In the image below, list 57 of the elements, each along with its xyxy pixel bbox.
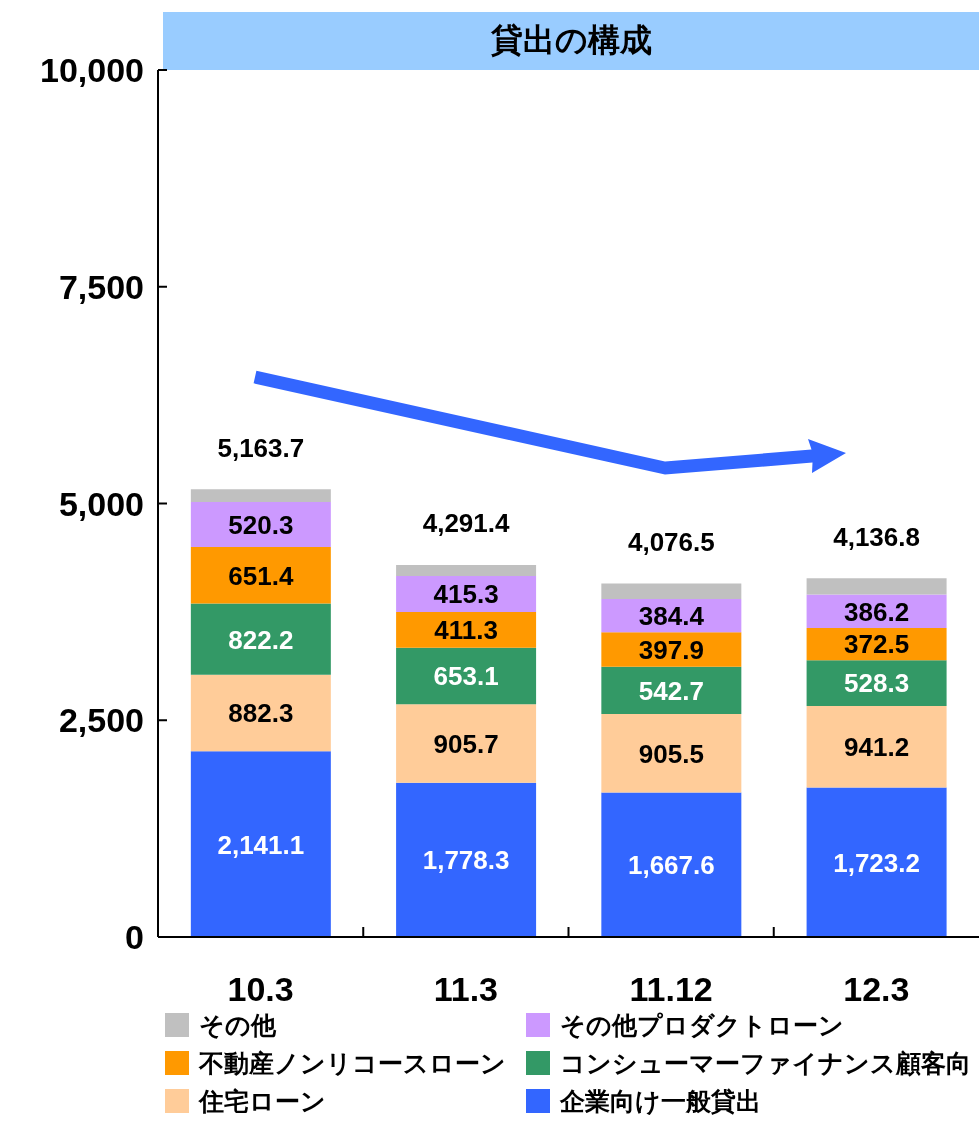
data-label: 822.2 (228, 624, 294, 655)
x-tick-label: 12.3 (843, 970, 910, 1008)
bar (806, 660, 947, 706)
legend-label: その他 (199, 1010, 276, 1040)
data-label: 384.4 (638, 601, 705, 632)
data-label: 528.3 (844, 668, 910, 699)
bar (601, 792, 742, 937)
data-label: 905.7 (433, 728, 499, 759)
data-label: 1,778.3 (422, 845, 510, 876)
data-label: 1,667.6 (627, 850, 715, 881)
legend-label: 不動産ノンリコースローン (199, 1048, 506, 1078)
data-label: 905.5 (638, 738, 704, 769)
data-label: 882.3 (228, 698, 294, 729)
data-label: 411.3 (434, 615, 498, 646)
bar (396, 564, 537, 577)
bar (396, 647, 537, 705)
bar (601, 666, 742, 714)
total-label: 4,291.4 (422, 508, 510, 539)
x-tick-label: 11.3 (433, 970, 499, 1008)
data-label: 386.2 (844, 596, 910, 627)
bar (601, 583, 742, 600)
bar (190, 751, 331, 937)
y-tick-label: 5,000 (58, 484, 144, 523)
data-label: 520.3 (228, 509, 294, 540)
bar (806, 787, 947, 937)
bar (601, 713, 742, 793)
y-tick-label: 0 (125, 918, 144, 957)
x-tick-label: 10.3 (227, 970, 294, 1008)
bar (190, 603, 331, 675)
legend-label: 企業向け一般貸出 (560, 1086, 761, 1116)
bar (806, 578, 947, 595)
chart-title: 貸出の構成 (163, 12, 979, 70)
legend-label: その他プロダクトローン (560, 1010, 844, 1040)
data-label: 372.5 (844, 629, 910, 660)
legend-label: コンシューマーファイナンス顧客向 (560, 1048, 971, 1078)
bar (396, 704, 537, 783)
data-label: 1,723.2 (833, 847, 920, 878)
x-tick-label: 11.12 (629, 970, 713, 1008)
bar (190, 489, 331, 502)
data-label: 415.3 (433, 579, 499, 610)
total-label: 4,136.8 (833, 521, 920, 552)
bar (396, 782, 537, 937)
data-label: 542.7 (638, 675, 704, 706)
bar (190, 674, 331, 752)
data-label: 397.9 (638, 634, 704, 665)
legend-label: 住宅ローン (199, 1086, 326, 1116)
total-label: 4,076.5 (627, 526, 715, 557)
total-label: 5,163.7 (217, 432, 305, 463)
data-label: 941.2 (844, 732, 910, 763)
y-tick-label: 7,500 (58, 267, 144, 306)
bar (806, 706, 947, 788)
y-tick-label: 2,500 (58, 701, 144, 740)
data-label: 651.4 (228, 560, 294, 591)
data-label: 653.1 (433, 661, 499, 692)
data-label: 2,141.1 (217, 829, 305, 860)
bar (190, 547, 331, 604)
y-tick-label: 10,000 (40, 51, 144, 90)
